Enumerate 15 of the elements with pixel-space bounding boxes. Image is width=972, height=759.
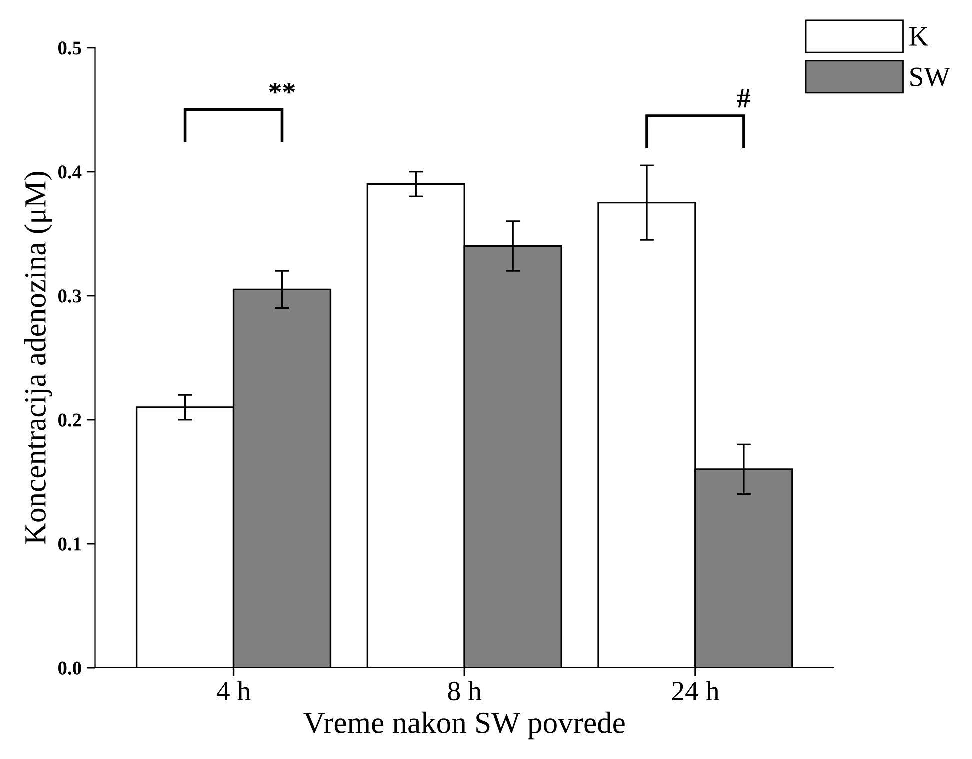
y-tick-label: 0.0: [58, 662, 82, 675]
x-tick-label: 8 h: [448, 681, 482, 701]
x-tick-label: 4 h: [216, 681, 251, 700]
legend-label: SW: [910, 68, 950, 87]
y-tick-label: 0.5: [58, 42, 82, 55]
y-tick-label: 0.2: [58, 414, 82, 427]
legend-label: K: [910, 28, 929, 46]
x-axis-title: Vreme nakon SW povrede: [304, 712, 625, 740]
annotation: #: [737, 89, 751, 108]
y-tick-label: 0.3: [58, 290, 82, 303]
x-tick-label: 24 h: [672, 681, 720, 700]
y-tick-label: 0.1: [58, 538, 82, 551]
y-axis-title: Koncentracija adenozina (μM): [24, 172, 52, 544]
annotation: **: [270, 83, 295, 94]
y-tick-label: 0.4: [58, 166, 82, 179]
